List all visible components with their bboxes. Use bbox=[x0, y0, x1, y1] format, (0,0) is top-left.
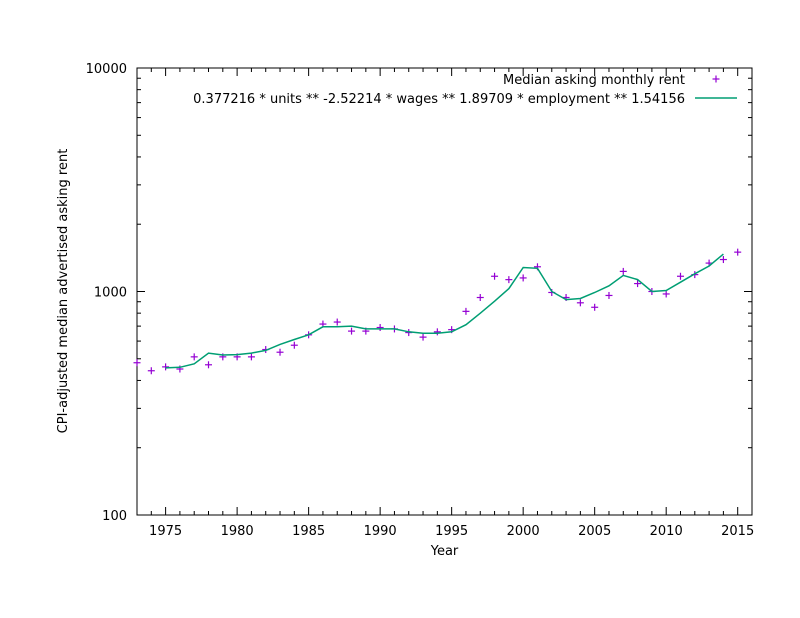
data-point bbox=[676, 272, 684, 280]
data-point bbox=[133, 359, 141, 367]
data-point bbox=[290, 341, 298, 349]
x-tick-label: 2000 bbox=[507, 524, 540, 539]
data-point bbox=[247, 353, 255, 361]
legend-swatch-point bbox=[712, 75, 720, 83]
series-layer bbox=[133, 248, 742, 375]
data-point bbox=[591, 303, 599, 311]
legend: Median asking monthly rent 0.377216 * uni… bbox=[193, 73, 737, 107]
x-tick-label: 2015 bbox=[721, 524, 754, 539]
fit-line bbox=[165, 253, 724, 369]
data-point bbox=[348, 327, 356, 335]
legend-label: Median asking monthly rent bbox=[503, 73, 685, 88]
data-point bbox=[519, 274, 527, 282]
data-point bbox=[205, 361, 213, 369]
x-tick-label: 2010 bbox=[650, 524, 683, 539]
x-axis-label: Year bbox=[430, 544, 459, 559]
y-axis-ticks: 100 1000 10000 bbox=[86, 62, 752, 524]
x-tick-label: 1990 bbox=[364, 524, 397, 539]
x-tick-label: 1985 bbox=[292, 524, 325, 539]
data-point bbox=[462, 307, 470, 315]
x-tick-label: 1975 bbox=[149, 524, 182, 539]
x-tick-label: 1995 bbox=[435, 524, 468, 539]
data-point bbox=[419, 333, 427, 341]
data-point bbox=[162, 363, 170, 371]
data-point bbox=[719, 256, 727, 264]
data-point bbox=[734, 248, 742, 256]
legend-label: 0.377216 * units ** -2.52214 * wages ** … bbox=[193, 92, 685, 107]
data-point bbox=[376, 324, 384, 332]
x-tick-label: 1980 bbox=[221, 524, 254, 539]
data-point bbox=[433, 328, 441, 336]
y-tick-label: 1000 bbox=[94, 286, 127, 301]
y-tick-label: 10000 bbox=[86, 62, 127, 77]
y-tick-label: 100 bbox=[102, 509, 127, 524]
x-axis-ticks: 1975 1980 1985 1990 1995 2000 2005 2010 2015 bbox=[136, 68, 754, 539]
data-point bbox=[505, 276, 513, 284]
x-tick-label: 2005 bbox=[578, 524, 611, 539]
data-point bbox=[147, 367, 155, 375]
data-point bbox=[605, 291, 613, 299]
data-point bbox=[619, 267, 627, 275]
data-point bbox=[491, 272, 499, 280]
y-axis-label: CPI-adjusted median advertised asking re… bbox=[56, 149, 71, 434]
data-point bbox=[634, 280, 642, 288]
data-point bbox=[190, 353, 198, 361]
data-point bbox=[276, 348, 284, 356]
data-point bbox=[662, 290, 670, 298]
data-point bbox=[333, 318, 341, 326]
data-point bbox=[476, 294, 484, 302]
data-point bbox=[576, 299, 584, 307]
